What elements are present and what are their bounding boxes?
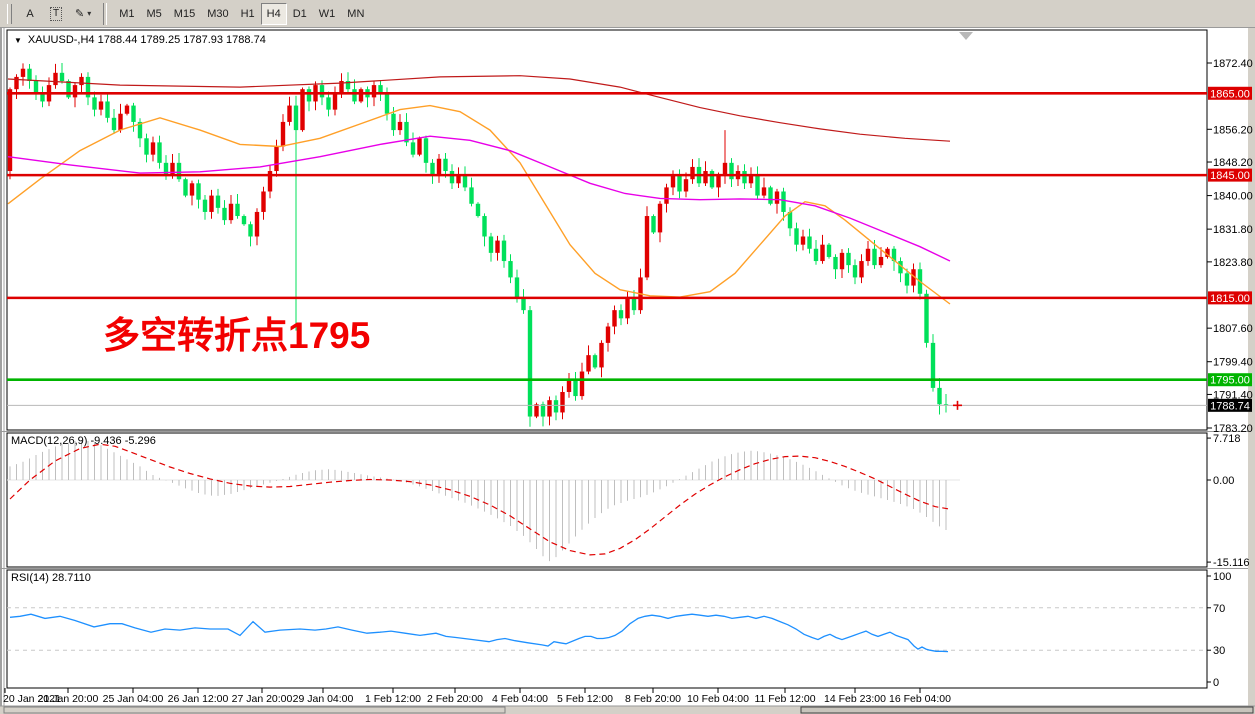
svg-text:70: 70 (1213, 603, 1225, 615)
hline-badge-1815: 1815.00 (1208, 291, 1252, 305)
tf-button-m1[interactable]: M1 (119, 7, 135, 20)
svg-text:1799.40: 1799.40 (1213, 357, 1253, 369)
svg-text:1791.40: 1791.40 (1213, 389, 1253, 401)
svg-text:1831.80: 1831.80 (1213, 224, 1253, 236)
svg-text:1865.00: 1865.00 (1210, 88, 1250, 100)
tf-button-d1[interactable]: D1 (292, 7, 307, 20)
svg-text:21 Jan 20:00: 21 Jan 20:00 (38, 693, 99, 705)
svg-text:1788.74: 1788.74 (1210, 400, 1250, 412)
svg-text:1872.40: 1872.40 (1213, 58, 1253, 70)
timeframe-button-group: M1 M5 M15 M30 H1 H4 D1 W1 MN (113, 2, 370, 25)
svg-text:1807.60: 1807.60 (1213, 323, 1253, 335)
hline-badge-1865: 1865.00 (1208, 86, 1252, 100)
svg-text:0.00: 0.00 (1213, 475, 1234, 487)
svg-text:29 Jan 04:00: 29 Jan 04:00 (293, 693, 354, 705)
tf-button-h4[interactable]: H4 (260, 2, 287, 25)
macd-axis[interactable]: 7.718 0.00 -15.116 (1207, 433, 1250, 569)
candles (7, 63, 949, 427)
current-price-badge: 1788.74 (1208, 398, 1252, 412)
rsi-line (9, 613, 949, 653)
toolbar: A T ✎ ▾ M1 M5 M15 M30 H1 H4 D1 W1 MN (0, 0, 1255, 28)
svg-text:27 Jan 20:00: 27 Jan 20:00 (232, 693, 293, 705)
macd-label: MACD(12,26,9) -9.436 -5.296 (11, 435, 156, 447)
text-tool-icon: T (49, 6, 63, 21)
hline-badge-1795: 1795.00 (1208, 373, 1252, 387)
symbol-dropdown-icon[interactable]: ▼ (14, 35, 22, 45)
svg-text:1 Feb 12:00: 1 Feb 12:00 (365, 693, 421, 705)
macd-signal-line (9, 443, 949, 556)
svg-text:0: 0 (1213, 677, 1219, 689)
svg-text:7.718: 7.718 (1213, 433, 1241, 445)
svg-text:100: 100 (1213, 571, 1231, 583)
svg-text:16 Feb 04:00: 16 Feb 04:00 (889, 693, 951, 705)
dropdown-caret-icon: ▾ (87, 9, 92, 18)
svg-text:8 Feb 20:00: 8 Feb 20:00 (625, 693, 681, 705)
svg-text:1783.20: 1783.20 (1213, 423, 1253, 435)
svg-text:1840.00: 1840.00 (1213, 191, 1253, 203)
toolbar-separator (103, 2, 108, 25)
bottom-scrollbar (0, 705, 1255, 714)
svg-text:30: 30 (1213, 645, 1225, 657)
svg-text:1848.20: 1848.20 (1213, 157, 1253, 169)
scrollbar-thumb[interactable] (3, 706, 506, 714)
right-edge-strip (1248, 28, 1255, 714)
svg-text:26 Jan 12:00: 26 Jan 12:00 (168, 693, 229, 705)
tool-button-group: A T ✎ ▾ (17, 3, 97, 25)
chart-shift-marker[interactable] (959, 32, 973, 40)
price-cross-marker (953, 400, 962, 410)
macd-panel-frame (6, 432, 1208, 568)
tf-button-w1[interactable]: W1 (318, 7, 336, 20)
rsi-label: RSI(14) 28.7110 (11, 572, 91, 584)
svg-text:25 Jan 04:00: 25 Jan 04:00 (103, 693, 164, 705)
tf-button-h1[interactable]: H1 (240, 7, 255, 20)
objects-dropdown-button[interactable]: ✎ ▾ (69, 3, 97, 25)
chart-title: ▼ XAUUSD-,H4 1788.44 1789.25 1787.93 178… (14, 34, 266, 46)
svg-text:2 Feb 20:00: 2 Feb 20:00 (427, 693, 483, 705)
svg-text:4 Feb 04:00: 4 Feb 04:00 (492, 693, 548, 705)
tf-button-m5[interactable]: M5 (146, 7, 162, 20)
svg-text:1845.00: 1845.00 (1210, 170, 1250, 182)
macd-panel: MACD(12,26,9) -9.436 -5.296 (7, 435, 960, 562)
svg-text:10 Feb 04:00: 10 Feb 04:00 (687, 693, 749, 705)
objects-dropdown-icon: ✎ (75, 8, 85, 20)
svg-text:-15.116: -15.116 (1213, 557, 1250, 569)
svg-text:1795.00: 1795.00 (1210, 375, 1250, 387)
toolbar-drag-handle[interactable] (7, 3, 12, 24)
svg-text:1815.00: 1815.00 (1210, 293, 1250, 305)
tf-button-m30[interactable]: M30 (207, 7, 229, 20)
chart-title-text: XAUUSD-,H4 1788.44 1789.25 1787.93 1788.… (27, 34, 266, 46)
svg-text:14 Feb 23:00: 14 Feb 23:00 (824, 693, 886, 705)
svg-text:1856.20: 1856.20 (1213, 124, 1253, 136)
rsi-axis[interactable]: 100 70 30 0 (1207, 571, 1231, 689)
price-axis[interactable]: 1872.40 1856.20 1848.20 1840.00 1831.80 1823.… (1207, 58, 1253, 435)
scrollbar-segment-right[interactable] (800, 706, 1254, 714)
chart-canvas[interactable]: 1865.001845.001815.001795.001788.741872.… (0, 28, 1255, 714)
hline-badge-1845: 1845.00 (1208, 168, 1252, 182)
tf-button-mn[interactable]: MN (347, 7, 365, 20)
chart-window: 1865.00 1845.00 1815.00 1795.00 1788.74 1872.… (0, 28, 1255, 714)
arrow-a-tool-button[interactable]: A (17, 3, 43, 25)
arrow-a-tool-icon: A (26, 7, 34, 20)
svg-text:20 Jan 2021: 20 Jan 2021 (3, 693, 61, 705)
annotation-text[interactable]: 多空转折点1795 (103, 315, 370, 356)
svg-text:11 Feb 12:00: 11 Feb 12:00 (754, 693, 815, 705)
svg-text:1823.80: 1823.80 (1213, 257, 1253, 269)
rsi-panel: RSI(14) 28.7110 (7, 572, 1207, 653)
price-panel-frame (6, 29, 1208, 431)
tf-button-m15[interactable]: M15 (173, 7, 196, 20)
svg-text:5 Feb 12:00: 5 Feb 12:00 (557, 693, 613, 705)
ma-fast-line (7, 104, 951, 305)
text-tool-button[interactable]: T (43, 3, 69, 25)
